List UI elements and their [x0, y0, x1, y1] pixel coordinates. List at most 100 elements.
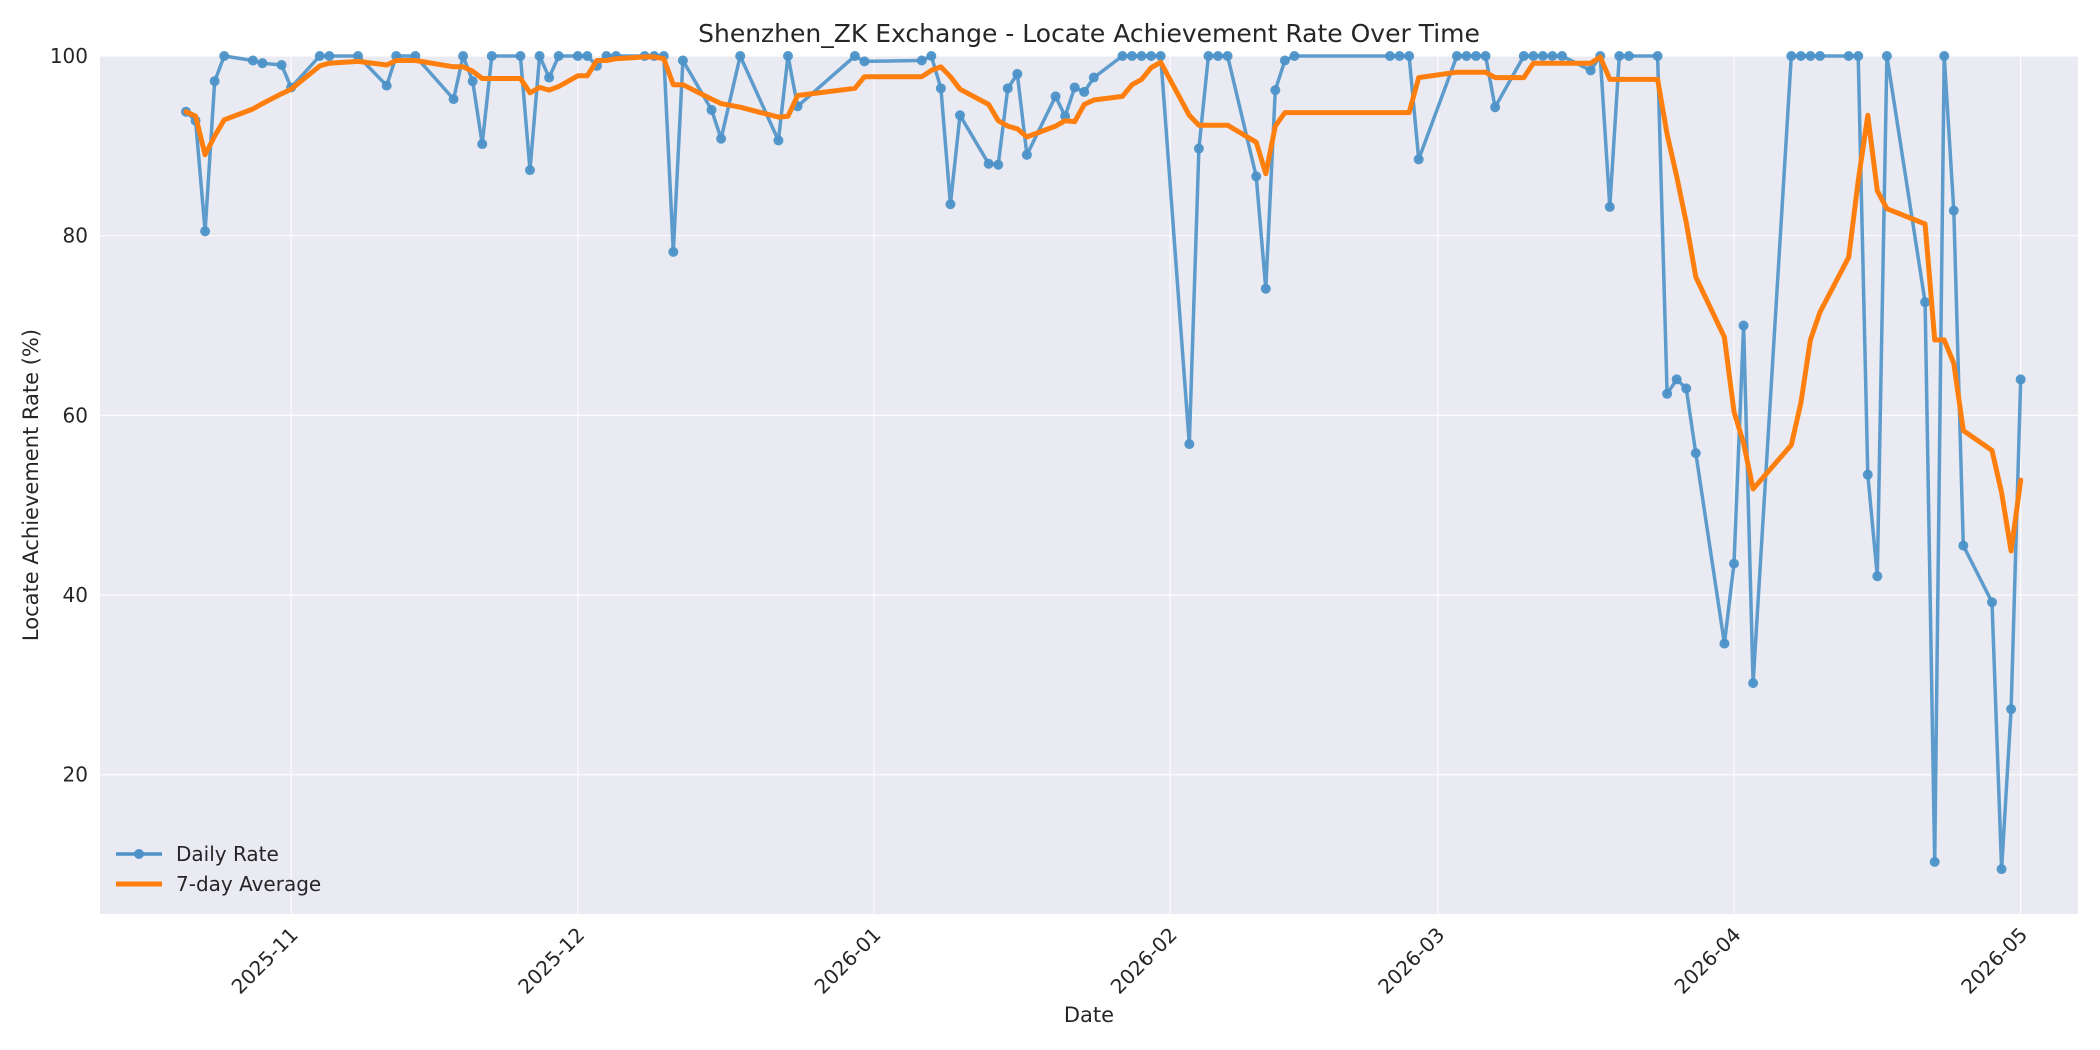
daily-rate-point [1939, 51, 1950, 61]
daily-rate-point [1451, 51, 1462, 61]
daily-rate-point [219, 51, 230, 61]
chart-title: Shenzhen_ZK Exchange - Locate Achievemen… [698, 19, 1480, 48]
daily-rate-point [1795, 51, 1806, 61]
daily-rate-point [1681, 383, 1692, 394]
daily-rate-point [1279, 55, 1290, 66]
daily-rate-point [849, 51, 860, 61]
daily-rate-point [1662, 388, 1673, 399]
daily-rate-point [1853, 51, 1864, 61]
daily-rate-point [1012, 68, 1023, 79]
daily-rate-point [677, 55, 688, 66]
plot-background [100, 56, 2078, 914]
x-tick-label: 2026-02 [1106, 923, 1182, 999]
daily-rate-point [525, 165, 535, 176]
daily-rate-point [668, 246, 679, 257]
daily-rate-point [1136, 51, 1147, 61]
daily-rate-point [1079, 86, 1090, 97]
daily-rate-point [1289, 51, 1300, 61]
daily-rate-point [1528, 51, 1539, 61]
daily-rate-point [1002, 83, 1013, 94]
daily-rate-point [1260, 283, 1271, 294]
daily-rate-point [735, 51, 746, 61]
daily-rate-point [515, 51, 526, 61]
daily-rate-point [2006, 704, 2017, 715]
daily-rate-point [716, 133, 727, 144]
daily-rate-point [935, 83, 946, 94]
y-tick-label: 20 [63, 763, 88, 787]
daily-rate-point [955, 110, 965, 121]
daily-rate-point [1920, 297, 1931, 308]
daily-rate-point [1193, 143, 1204, 154]
daily-rate-point [1862, 469, 1873, 480]
daily-rate-point [1203, 51, 1214, 61]
daily-rate-point [257, 58, 268, 69]
daily-rate-point [1213, 51, 1223, 61]
daily-rate-point [1155, 51, 1166, 61]
x-tick-label: 2026-03 [1373, 923, 1449, 999]
daily-rate-point [1404, 51, 1415, 61]
daily-rate-point [1146, 51, 1157, 61]
daily-rate-point [1652, 51, 1663, 61]
daily-rate-point [353, 51, 363, 61]
daily-rate-point [2015, 374, 2026, 385]
daily-rate-point [1050, 91, 1061, 102]
daily-rate-point [1471, 51, 1481, 61]
legend-daily-rate-marker [134, 849, 144, 859]
daily-rate-point [1623, 51, 1634, 61]
daily-rate-point [1929, 856, 1940, 867]
x-tick-label: 2026-01 [809, 923, 885, 999]
daily-rate-point [1805, 51, 1816, 61]
daily-rate-point [1537, 51, 1548, 61]
daily-rate-point [314, 51, 325, 61]
y-tick-label: 40 [63, 583, 88, 607]
daily-rate-point [209, 76, 220, 87]
daily-rate-point [1872, 571, 1883, 582]
daily-rate-point [1604, 201, 1615, 212]
daily-rate-point [324, 51, 335, 61]
daily-rate-point [1394, 51, 1405, 61]
series-layer [181, 51, 2026, 875]
y-axis-ticks: 20 40 60 80 100 [50, 44, 88, 787]
daily-rate-point [1518, 51, 1529, 61]
daily-rate-point [1490, 102, 1501, 113]
daily-rate-point [1222, 51, 1233, 61]
legend-7-day-average-label: 7-day Average [176, 872, 321, 896]
daily-rate-point [1270, 85, 1281, 96]
daily-rate-point [582, 51, 593, 61]
daily-rate-point [1585, 65, 1596, 76]
legend-daily-rate-label: Daily Rate [176, 842, 279, 866]
y-axis-label: Locate Achievement Rate (%) [19, 329, 43, 641]
daily-rate-point [1671, 374, 1682, 385]
daily-rate-point [572, 51, 583, 61]
x-tick-label: 2026-04 [1669, 923, 1745, 999]
daily-rate-point [706, 104, 717, 115]
daily-rate-point [993, 159, 1004, 170]
daily-rate-point [544, 72, 555, 83]
daily-rate-point [926, 51, 937, 61]
daily-rate-point [534, 51, 545, 61]
y-tick-label: 80 [63, 224, 88, 248]
daily-rate-point [1461, 51, 1472, 61]
daily-rate-point [1557, 51, 1567, 61]
daily-rate-point [1117, 51, 1128, 61]
x-tick-label: 2025-11 [227, 923, 303, 999]
x-axis-label: Date [1064, 1003, 1114, 1027]
daily-rate-point [1958, 540, 1969, 551]
daily-rate-point [945, 199, 956, 210]
daily-rate-point [1719, 638, 1730, 649]
daily-rate-point [1413, 154, 1424, 165]
daily-rate-point [1729, 558, 1739, 569]
x-axis-ticks: 2025-11 2025-12 2026-01 2026-02 2026-03 2026-… [227, 923, 2033, 999]
daily-rate-point [783, 51, 793, 61]
y-tick-label: 100 [50, 44, 88, 68]
daily-rate-point [1614, 51, 1625, 61]
average-series-line [183, 54, 2024, 554]
daily-rate-point [553, 51, 564, 61]
daily-rate-point [1738, 320, 1749, 331]
daily-rate-point [1996, 864, 2007, 875]
daily-rate-point [1948, 205, 1959, 216]
x-tick-label: 2026-05 [1956, 923, 2032, 999]
daily-rate-point [1127, 51, 1137, 61]
daily-rate-point [458, 51, 469, 61]
